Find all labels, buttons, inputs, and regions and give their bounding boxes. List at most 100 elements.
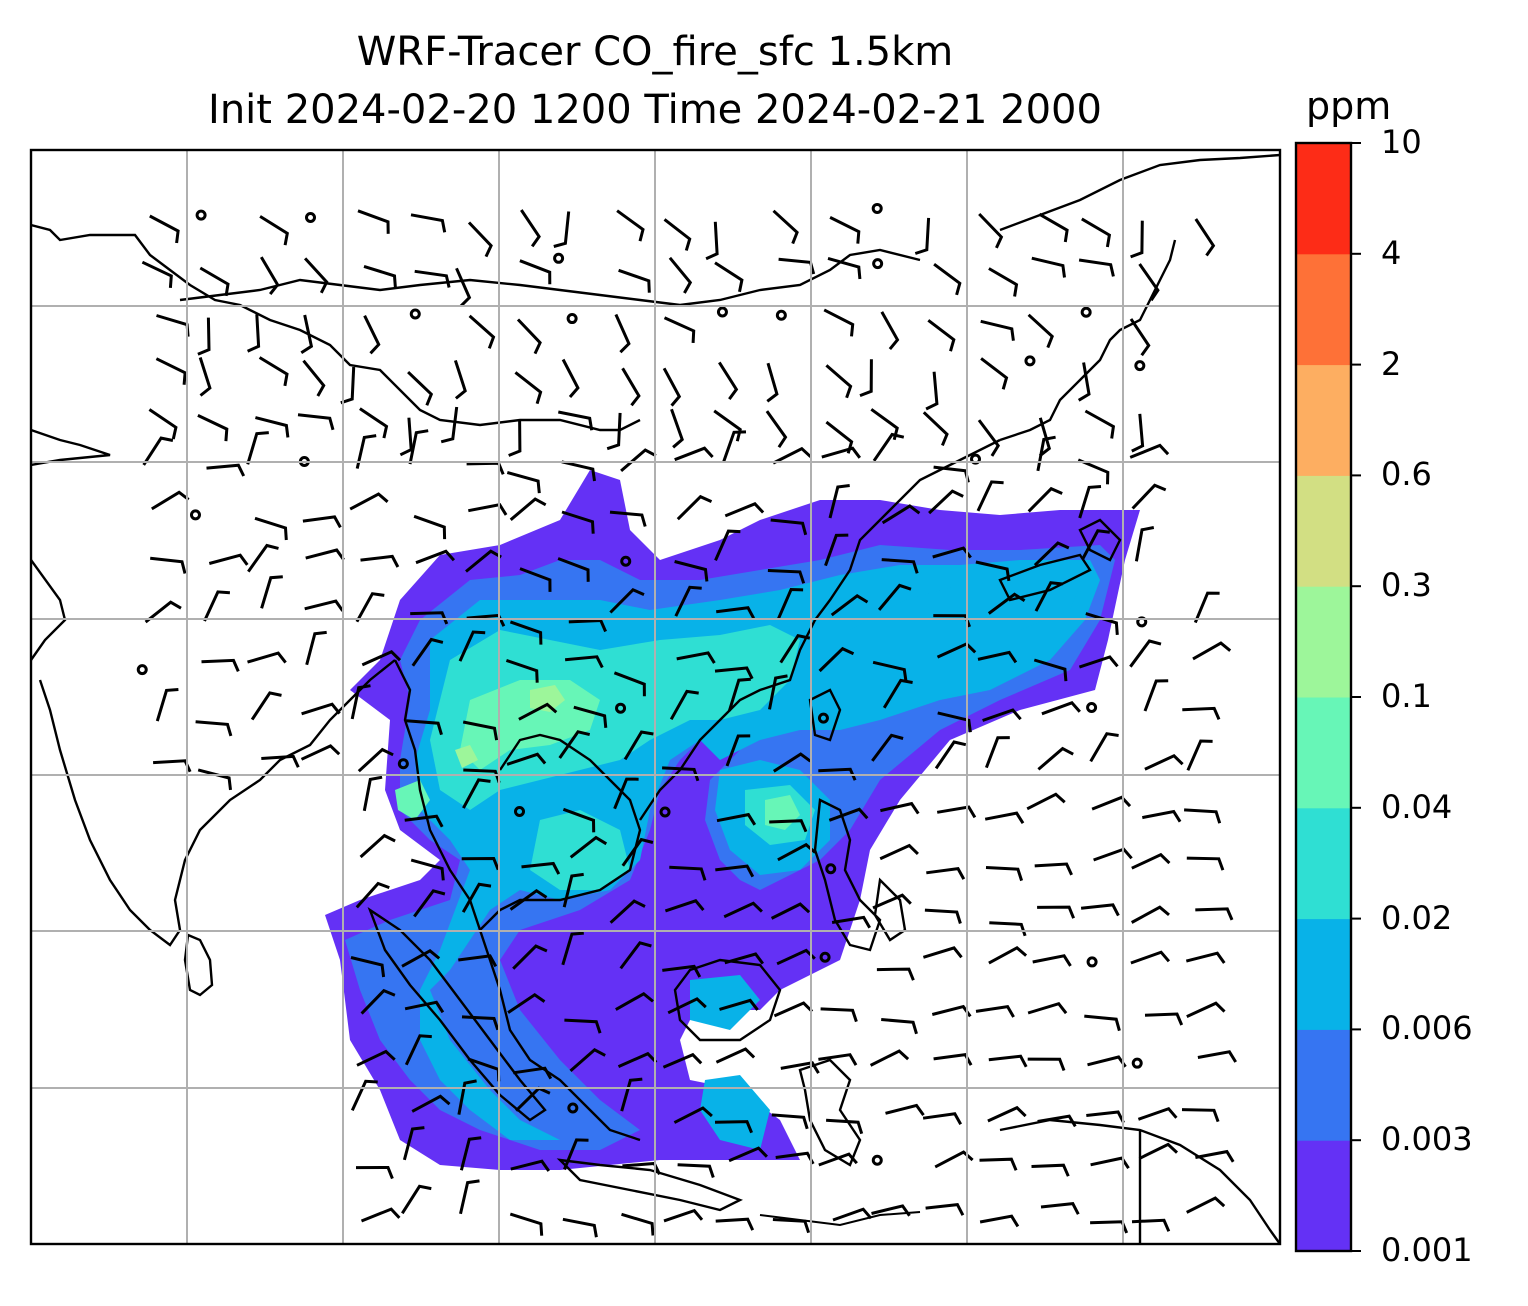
wind-barb <box>153 759 192 773</box>
wind-barb <box>663 1208 704 1223</box>
wind-barb <box>1185 951 1226 964</box>
coastlines <box>31 153 1280 1244</box>
wind-barb <box>1077 362 1091 402</box>
wind-barb <box>988 1054 1028 1068</box>
wind-barb <box>462 778 491 809</box>
coastline-mongolia-border <box>179 248 921 307</box>
colorbar-tick-label: 0.6 <box>1381 455 1432 494</box>
wind-barb <box>461 856 500 871</box>
calm-wind-marker <box>620 555 632 567</box>
wind-barb <box>727 677 751 712</box>
wind-barb <box>356 1049 396 1067</box>
wind-barb <box>780 1061 820 1074</box>
wind-barb <box>401 948 441 968</box>
wind-barb <box>613 671 646 697</box>
wind-barb <box>1186 1001 1226 1018</box>
wind-barb <box>872 660 908 682</box>
wind-barb <box>355 881 390 909</box>
wind-barb <box>980 357 1009 390</box>
wind-barb <box>569 835 608 859</box>
wind-barb <box>721 430 747 463</box>
wind-barb <box>976 480 1004 512</box>
wind-barb <box>302 359 326 397</box>
wind-barb <box>673 1106 713 1124</box>
wind-barb <box>988 267 1019 297</box>
wind-barb <box>982 708 1022 722</box>
wind-barb <box>197 414 229 442</box>
wind-barb <box>880 311 900 351</box>
wind-barb <box>1142 809 1182 823</box>
wind-barb <box>1193 591 1220 624</box>
wind-barb <box>1091 795 1132 811</box>
calm-wind-marker <box>1024 355 1036 367</box>
wind-barb <box>987 1105 1027 1123</box>
wind-barb <box>155 357 187 385</box>
colorbar-swatch <box>1296 475 1351 587</box>
wind-barb <box>1041 701 1081 716</box>
wind-barb <box>302 515 342 529</box>
wind-barb <box>979 1214 1020 1228</box>
wind-barb <box>359 407 389 439</box>
wind-barb <box>1131 1218 1171 1232</box>
wind-barb <box>1186 1196 1226 1214</box>
colorbar-tick-label: 4 <box>1381 233 1402 272</box>
wind-barb <box>455 267 472 308</box>
wind-barb <box>410 858 445 881</box>
wind-barb <box>828 807 869 822</box>
colorbar-tick-label: 10 <box>1381 123 1422 161</box>
wind-barb <box>1031 1163 1070 1177</box>
wind-barb <box>770 902 811 920</box>
wind-barb <box>770 518 808 536</box>
wind-barb <box>407 371 434 406</box>
wind-barb <box>1077 458 1110 485</box>
wind-barb <box>669 689 699 721</box>
wind-barb <box>300 314 314 355</box>
wind-barb <box>714 261 744 293</box>
wind-barb <box>1143 679 1169 712</box>
wind-barb <box>564 655 604 669</box>
wind-barb <box>405 719 443 736</box>
calm-wind-marker <box>871 202 883 214</box>
wind-barb <box>977 650 1018 664</box>
wind-barb <box>363 264 397 288</box>
wind-barb <box>617 1051 658 1068</box>
wind-barb <box>297 413 335 431</box>
wind-barb <box>350 1079 378 1112</box>
wind-barb <box>769 819 808 833</box>
colorbar-swatch <box>1296 364 1351 476</box>
wind-barb <box>609 510 647 527</box>
field-band-01 <box>530 685 565 712</box>
wind-barb <box>415 549 456 565</box>
wind-barb <box>413 514 447 540</box>
wind-barb <box>668 256 693 294</box>
wind-barb <box>1129 318 1151 357</box>
wind-barb <box>669 865 707 881</box>
coastline-india <box>31 223 641 432</box>
wind-barb <box>1089 732 1119 763</box>
coastline-borneo <box>673 958 782 1042</box>
wind-barb <box>568 618 607 633</box>
wind-barb <box>779 634 811 664</box>
wind-barb <box>662 367 682 407</box>
wind-barb <box>662 766 700 782</box>
wind-barb <box>520 209 541 248</box>
wind-barb <box>676 651 716 664</box>
wind-barb <box>355 434 377 469</box>
wind-barb <box>561 931 584 966</box>
wind-barb <box>618 268 651 293</box>
wind-barb <box>350 684 371 720</box>
wind-barb <box>562 1217 598 1238</box>
colorbar-swatch <box>1296 586 1351 698</box>
wind-barb <box>305 630 327 666</box>
wind-barb <box>1033 541 1070 567</box>
wind-barb <box>1186 739 1213 771</box>
wind-barb <box>467 221 493 258</box>
field-band-004 <box>460 680 600 770</box>
wind-barb <box>664 899 705 913</box>
title-line-1: WRF-Tracer CO_fire_sfc 1.5km <box>356 29 954 75</box>
co-fire-field <box>325 470 1140 1170</box>
wind-barb <box>1195 907 1234 921</box>
wind-barb <box>363 315 381 355</box>
field-band-0006-c <box>690 975 760 1030</box>
wind-barb <box>615 991 654 1011</box>
